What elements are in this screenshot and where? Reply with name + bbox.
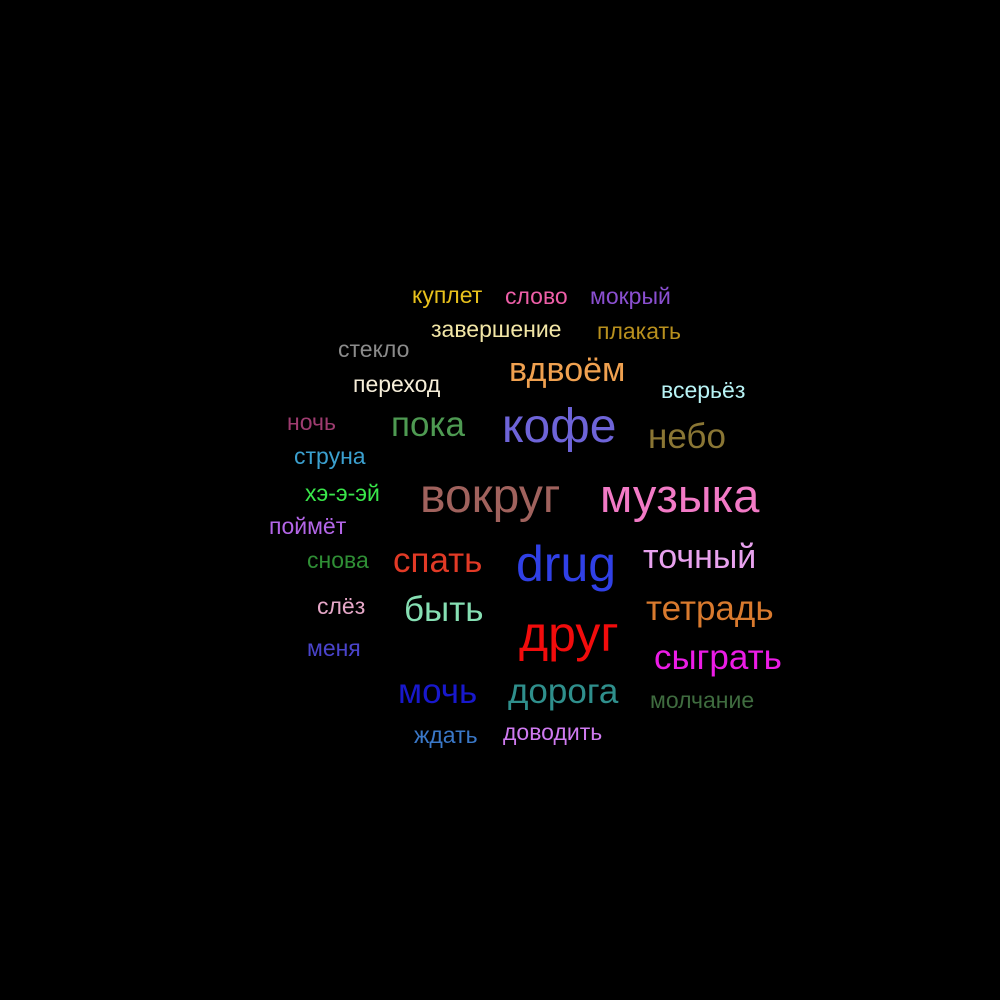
word-17: музыка — [600, 469, 760, 522]
word-13: небо — [648, 417, 726, 456]
word-28: сыграть — [654, 638, 782, 677]
word-9: всерьёз — [661, 377, 746, 403]
word-24: быть — [404, 590, 484, 629]
word-32: ждать — [414, 722, 478, 748]
word-27: меня — [307, 635, 361, 661]
word-5: плакать — [597, 318, 682, 344]
word-6: стекло — [338, 336, 410, 362]
word-19: снова — [307, 547, 369, 573]
word-8: вдвоём — [509, 351, 626, 389]
word-30: дорога — [508, 672, 619, 711]
word-29: мочь — [398, 672, 478, 711]
word-1: куплет — [412, 282, 483, 308]
word-14: струна — [294, 443, 366, 469]
word-12: кофе — [502, 400, 617, 453]
word-3: мокрый — [590, 283, 671, 309]
word-16: вокруг — [420, 470, 561, 523]
word-33: доводить — [503, 719, 603, 745]
word-26: тетрадь — [646, 589, 774, 628]
word-15: хэ-э-эй — [305, 480, 380, 506]
word-23: слёз — [317, 593, 366, 619]
word-20: спать — [393, 541, 483, 580]
word-18: поймёт — [269, 513, 347, 539]
word-31: молчание — [650, 687, 755, 713]
word-25: друг — [519, 606, 619, 662]
word-22: точный — [643, 538, 757, 576]
word-21: drug — [516, 536, 617, 592]
word-10: ночь — [287, 409, 336, 435]
word-11: пока — [391, 405, 465, 444]
word-2: слово — [505, 283, 568, 309]
word-7: переход — [353, 371, 441, 397]
word-4: завершение — [431, 316, 562, 342]
